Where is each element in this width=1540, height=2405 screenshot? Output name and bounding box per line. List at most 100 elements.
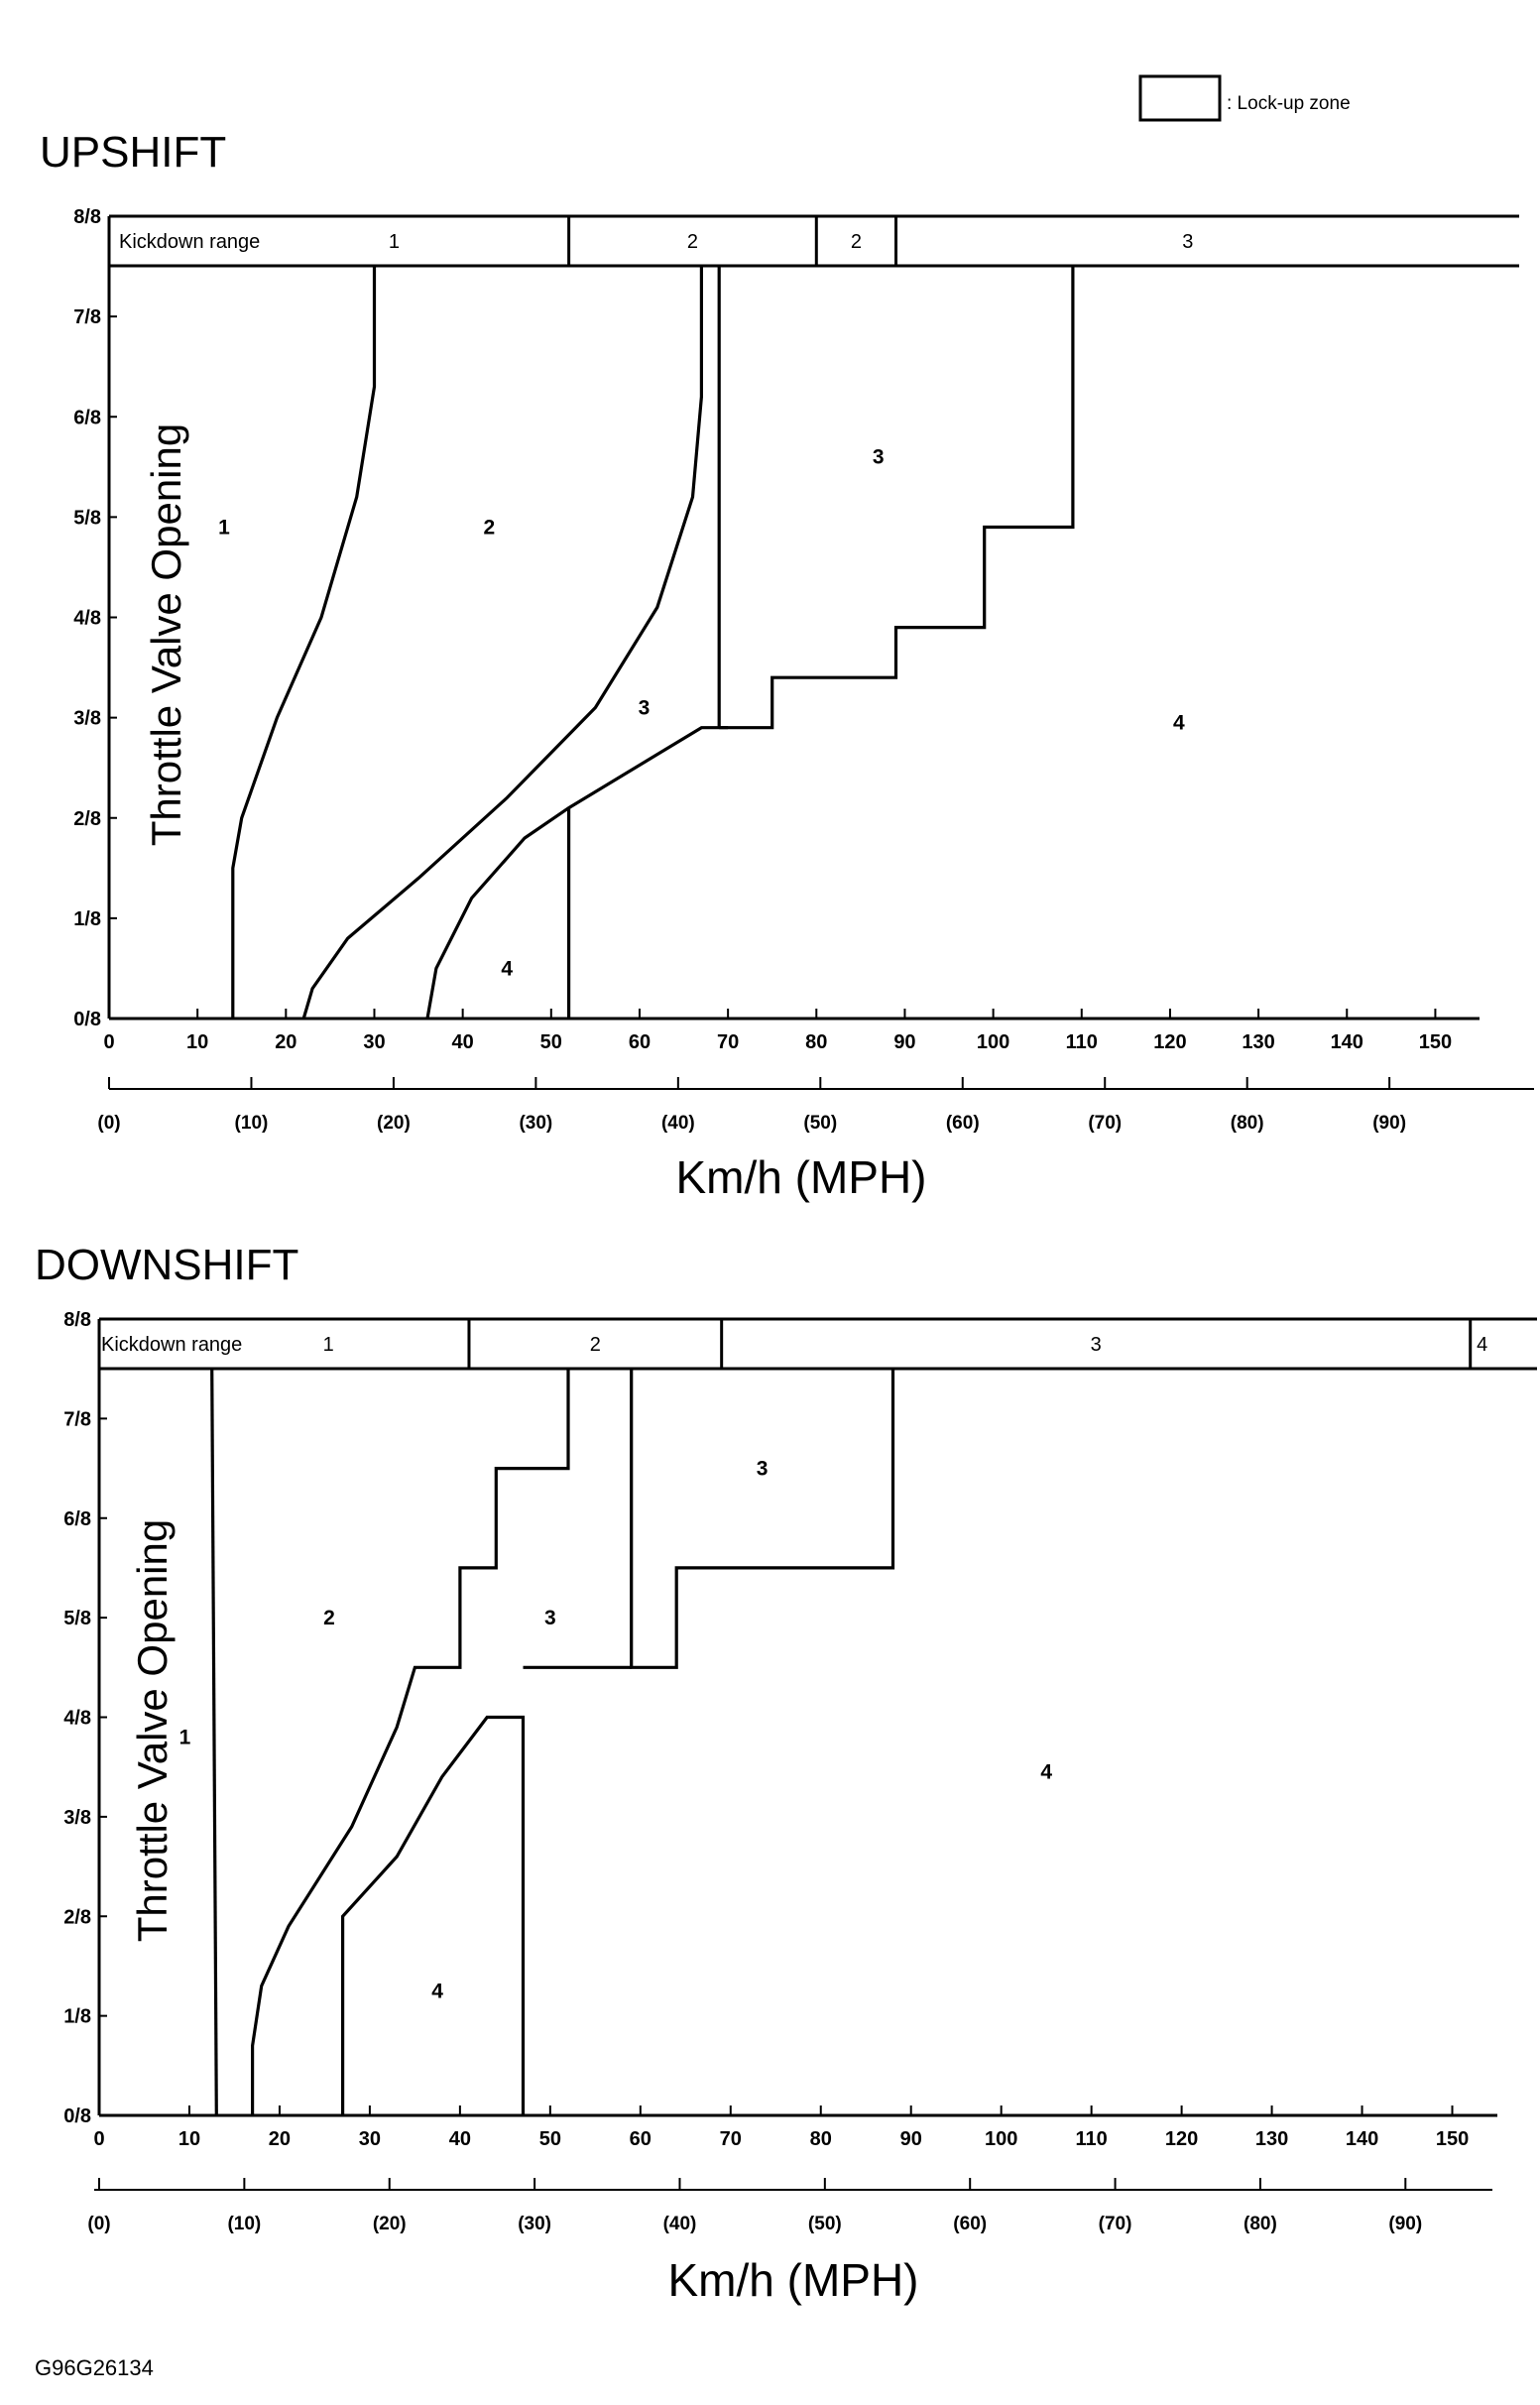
upshift-kickdown-segment-label: 1 <box>389 231 400 253</box>
downshift-x-tick-label: 60 <box>630 2128 652 2150</box>
downshift-x-axis-label: Km/h (MPH) <box>668 2254 919 2306</box>
upshift-mph-tick-label: (60) <box>946 1113 980 1134</box>
downshift-x-tick-label: 40 <box>449 2128 471 2150</box>
downshift-x-tick-label: 70 <box>720 2128 742 2150</box>
downshift-x-tick-label: 130 <box>1255 2128 1288 2150</box>
upshift-mph-tick-label: (10) <box>235 1113 269 1134</box>
downshift-y-axis-label: Throttle Valve Opening <box>129 1519 176 1942</box>
upshift-y-tick-label: 4/8 <box>73 608 101 630</box>
upshift-mph-tick-label: (30) <box>519 1113 552 1134</box>
upshift-gear-zone-label: 2 <box>484 516 496 539</box>
upshift-x-tick-label: 130 <box>1242 1031 1274 1053</box>
downshift-kickdown-segment-label: 2 <box>590 1334 601 1356</box>
upshift-y-axis-label: Throttle Valve Opening <box>143 423 189 846</box>
downshift-x-tick-label: 110 <box>1076 2128 1108 2150</box>
upshift-y-tick-label: 5/8 <box>73 507 101 529</box>
upshift-kickdown-label: Kickdown range <box>119 231 260 253</box>
downshift-shift-line <box>210 1369 218 2116</box>
figure-id: G96G26134 <box>35 2355 154 2380</box>
upshift-x-tick-label: 90 <box>893 1031 915 1053</box>
downshift-gear-zone-label: 2 <box>323 1607 335 1629</box>
upshift-mph-tick-label: (50) <box>803 1113 837 1134</box>
downshift-gear-zone-label: 3 <box>757 1458 769 1481</box>
downshift-gear-zone-label: 1 <box>179 1727 191 1749</box>
downshift-y-tick-label: 0/8 <box>63 2105 91 2127</box>
upshift-mph-tick-label: (0) <box>97 1113 120 1134</box>
upshift-gear-zone-label: 1 <box>218 516 230 539</box>
downshift-mph-tick-label: (20) <box>373 2214 407 2234</box>
upshift-y-tick-label: 8/8 <box>73 206 101 228</box>
downshift-x-tick-label: 150 <box>1436 2128 1469 2150</box>
downshift-y-tick-label: 7/8 <box>63 1408 91 1430</box>
upshift-y-tick-label: 3/8 <box>73 708 101 730</box>
upshift-x-tick-label: 70 <box>717 1031 739 1053</box>
lockup-zone-legend-box <box>1138 74 1222 122</box>
downshift-y-tick-label: 1/8 <box>63 2006 91 2028</box>
downshift-shift-line <box>251 1369 570 2115</box>
downshift-gear-zone-label: 4 <box>431 1981 443 2003</box>
downshift-mph-tick-label: (70) <box>1099 2214 1132 2234</box>
downshift-mph-tick-label: (10) <box>227 2214 261 2234</box>
upshift-x-tick-label: 50 <box>540 1031 562 1053</box>
upshift-kickdown-segment-label: 3 <box>1182 231 1193 253</box>
downshift-x-tick-label: 90 <box>900 2128 922 2150</box>
upshift-gear-zone-label: 4 <box>501 957 513 980</box>
upshift-y-tick-label: 2/8 <box>73 808 101 830</box>
downshift-x-tick-label: 100 <box>985 2128 1017 2150</box>
upshift-x-tick-label: 140 <box>1331 1031 1363 1053</box>
upshift-gear-zone-label: 3 <box>873 446 885 469</box>
downshift-gear-zone-label: 3 <box>544 1607 556 1629</box>
upshift-x-tick-label: 100 <box>977 1031 1009 1053</box>
downshift-x-tick-label: 0 <box>93 2128 104 2150</box>
downshift-x-tick-label: 80 <box>810 2128 832 2150</box>
upshift-kickdown-segment-label: 2 <box>851 231 862 253</box>
upshift-x-tick-label: 110 <box>1066 1031 1098 1053</box>
upshift-x-axis-label: Km/h (MPH) <box>676 1151 927 1203</box>
downshift-mph-tick-label: (50) <box>808 2214 842 2234</box>
upshift-shift-line <box>425 726 729 1020</box>
downshift-mph-tick-label: (30) <box>518 2214 551 2234</box>
upshift-x-tick-label: 20 <box>275 1031 296 1053</box>
upshift-x-tick-label: 60 <box>629 1031 651 1053</box>
downshift-kickdown-segment-label: 1 <box>323 1334 334 1356</box>
upshift-x-tick-label: 0 <box>103 1031 114 1053</box>
downshift-y-tick-label: 5/8 <box>63 1608 91 1629</box>
upshift-kickdown-segment-label: 2 <box>687 231 698 253</box>
upshift-y-tick-label: 0/8 <box>73 1009 101 1030</box>
upshift-mph-tick-label: (40) <box>661 1113 695 1134</box>
downshift-mph-tick-label: (0) <box>87 2214 110 2234</box>
downshift-x-tick-label: 10 <box>178 2128 200 2150</box>
upshift-shift-line <box>301 266 703 1020</box>
downshift-y-tick-label: 6/8 <box>63 1508 91 1530</box>
downshift-x-tick-label: 20 <box>269 2128 291 2150</box>
upshift-y-tick-label: 1/8 <box>73 908 101 930</box>
downshift-kickdown-segment-label: 4 <box>1477 1334 1487 1356</box>
upshift-gear-zone-label: 4 <box>1173 712 1185 735</box>
lockup-zone-legend-label: : Lock-up zone <box>1227 93 1351 114</box>
upshift-mph-tick-label: (80) <box>1231 1113 1264 1134</box>
downshift-x-tick-label: 140 <box>1346 2128 1378 2150</box>
upshift-shift-line <box>231 266 377 1019</box>
upshift-x-tick-label: 120 <box>1153 1031 1186 1053</box>
upshift-y-tick-label: 7/8 <box>73 306 101 328</box>
downshift-x-tick-label: 120 <box>1165 2128 1198 2150</box>
downshift-title: DOWNSHIFT <box>35 1241 298 1289</box>
downshift-mph-tick-label: (40) <box>663 2214 697 2234</box>
downshift-shift-line <box>630 1369 895 1669</box>
upshift-y-tick-label: 6/8 <box>73 407 101 428</box>
upshift-mph-tick-label: (90) <box>1372 1113 1406 1134</box>
downshift-y-tick-label: 2/8 <box>63 1906 91 1928</box>
upshift-shift-line <box>719 266 1075 730</box>
downshift-mph-tick-label: (60) <box>953 2214 987 2234</box>
upshift-x-tick-label: 80 <box>805 1031 827 1053</box>
downshift-y-tick-label: 8/8 <box>63 1309 91 1331</box>
downshift-y-tick-label: 3/8 <box>63 1807 91 1829</box>
upshift-title: UPSHIFT <box>40 128 226 177</box>
upshift-mph-tick-label: (70) <box>1088 1113 1122 1134</box>
downshift-kickdown-label: Kickdown range <box>101 1334 242 1356</box>
upshift-mph-tick-label: (20) <box>377 1113 411 1134</box>
downshift-mph-tick-label: (90) <box>1388 2214 1422 2234</box>
upshift-x-tick-label: 40 <box>452 1031 474 1053</box>
upshift-x-tick-label: 10 <box>186 1031 208 1053</box>
